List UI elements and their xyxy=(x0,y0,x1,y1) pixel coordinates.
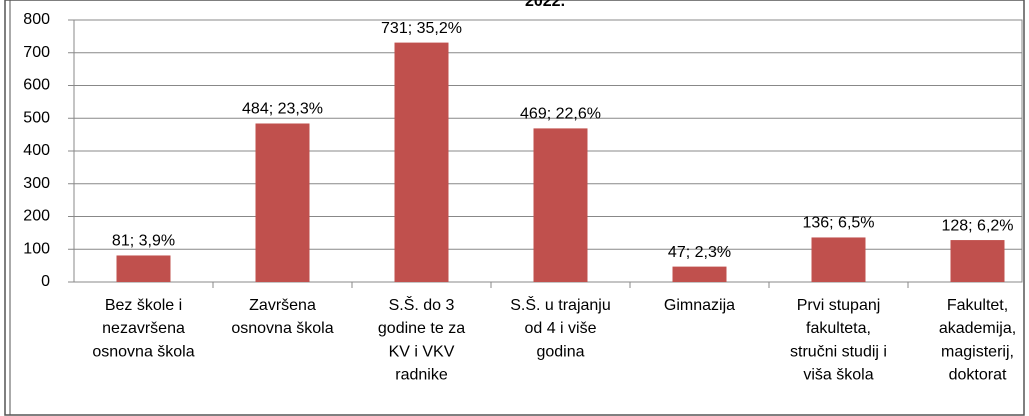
value-label: 47; 2,3% xyxy=(668,244,731,261)
x-tick-label: Gimnazija xyxy=(664,297,735,314)
value-label: 484; 23,3% xyxy=(242,101,323,118)
y-tick-label: 600 xyxy=(23,77,50,94)
y-tick-label: 200 xyxy=(23,208,50,225)
y-tick-label: 300 xyxy=(23,175,50,192)
value-label: 136; 6,5% xyxy=(802,215,874,232)
y-tick-label: 800 xyxy=(23,11,50,28)
bar xyxy=(533,128,588,282)
y-tick-label: 0 xyxy=(41,273,50,290)
y-tick-label: 500 xyxy=(23,109,50,126)
x-tick-label: Završena osnovna škola xyxy=(231,297,333,337)
bar xyxy=(811,237,866,282)
x-tick-label: Fakultet, akademija, magisterij, doktorat xyxy=(939,297,1016,384)
x-tick-label: Bez škole i nezavršena osnovna škola xyxy=(92,297,194,360)
chart-border xyxy=(4,0,1025,416)
y-tick-label: 100 xyxy=(23,240,50,257)
bar xyxy=(672,266,727,282)
bar xyxy=(255,123,310,283)
bar xyxy=(950,240,1005,282)
bar xyxy=(394,42,449,282)
value-label: 469; 22,6% xyxy=(520,106,601,123)
y-tick-label: 700 xyxy=(23,44,50,61)
value-label: 81; 3,9% xyxy=(112,233,175,250)
value-label: 128; 6,2% xyxy=(941,217,1013,234)
bar xyxy=(116,255,171,282)
x-tick-label: S.Š. u trajanju od 4 i više godina xyxy=(510,295,611,360)
y-tick-label: 400 xyxy=(23,142,50,159)
chart-title: 2022. xyxy=(525,0,565,10)
x-tick-label: S.Š. do 3 godine te za KV i VKV radnike xyxy=(378,295,465,384)
value-label: 731; 35,2% xyxy=(381,20,462,37)
x-tick-label: Prvi stupanj fakulteta, stručni studij i vi… xyxy=(790,297,887,384)
